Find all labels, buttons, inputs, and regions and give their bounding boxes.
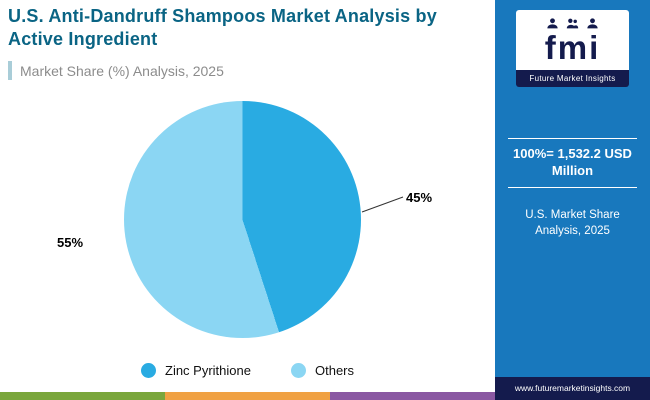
person-icon [547,18,558,29]
stat-headline: 100%= 1,532.2 USD Million [513,146,632,178]
fmi-logo: fmi Future Market Insights [516,10,629,87]
stat-caption: U.S. Market Share Analysis, 2025 [525,209,620,238]
divider [508,138,637,139]
fmi-logo-box: fmi [516,10,629,70]
logo-caption: Future Market Insights [516,70,629,87]
legend-swatch [141,363,156,378]
person-icon [587,18,598,29]
subtitle-accent-bar [8,61,12,80]
website-url: www.futuremarketinsights.com [495,377,650,400]
people-icon [566,18,579,29]
legend-item-others: Others [290,363,354,378]
footer-stripe [0,392,495,400]
page-title: U.S. Anti-Dandruff Shampoos Market Analy… [8,6,437,50]
legend-item-zinc-pyrithione: Zinc Pyrithione [141,363,251,378]
footer-stripe-segment [0,392,165,400]
pie-label-others: 55% [57,235,84,250]
chart-legend: Zinc Pyrithione Others [0,363,495,378]
pie-chart [124,101,361,338]
legend-label: Others [314,363,354,378]
divider [508,187,637,188]
page-subtitle-row: Market Share (%) Analysis, 2025 [8,61,224,80]
sidebar: fmi Future Market Insights 100%= 1,532.2… [495,0,650,400]
logo-text: fmi [544,29,601,66]
legend-swatch [290,363,306,378]
logo-icons [520,17,625,30]
page-subtitle: Market Share (%) Analysis, 2025 [20,62,224,79]
chart-area: 45% 55% Zinc Pyrithione Others [0,101,495,378]
footer-stripe-segment [165,392,330,400]
footer-stripe-segment [330,392,495,400]
pie-label-zinc-pyrithione: 45% [406,190,433,205]
legend-label: Zinc Pyrithione [165,363,251,378]
